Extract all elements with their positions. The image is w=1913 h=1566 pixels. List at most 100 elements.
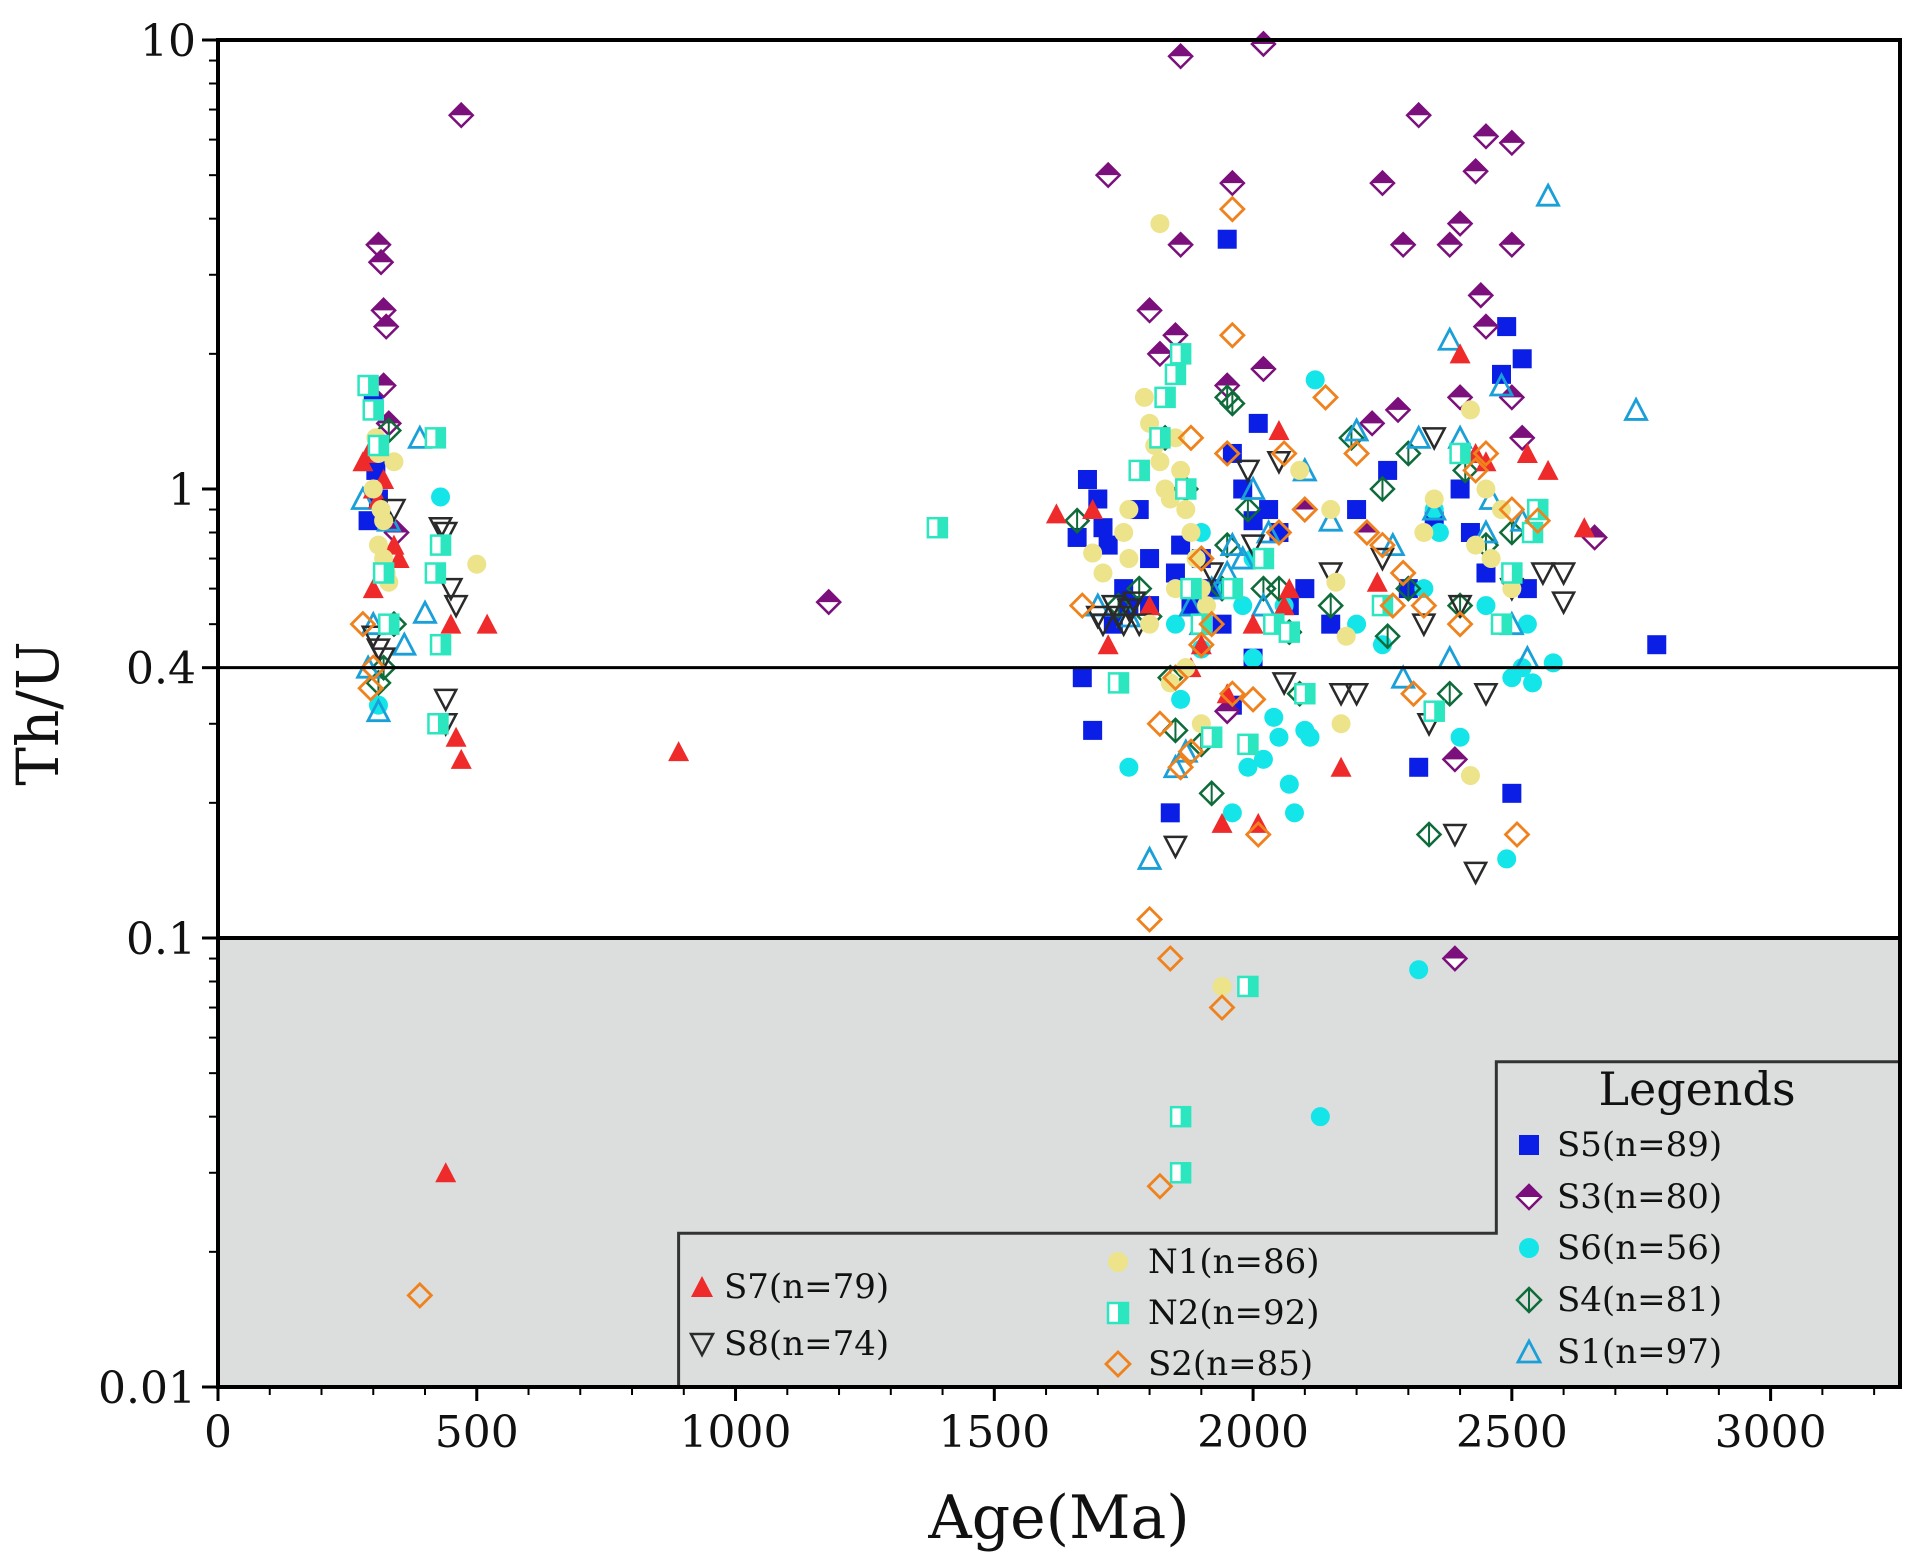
data-point [1116,598,1142,623]
data-point [1379,592,1407,620]
data-point [1498,384,1526,411]
data-point [1498,129,1526,157]
data-point [1405,424,1432,449]
data-point [450,748,472,769]
data-point [445,726,467,747]
legend-item: N1(n=86) [1108,1242,1320,1282]
legend-marker [1515,1337,1543,1364]
data-point [1265,519,1293,546]
data-point [1472,313,1500,340]
y-axis-title: Th/U [4,641,72,785]
plot-frame [216,38,1902,1389]
data-point [1321,614,1341,634]
data-point [1128,459,1150,482]
data-point [1114,523,1134,543]
data-point [1343,439,1371,467]
data-point [429,633,452,656]
data-point [1421,427,1447,452]
data-point [1501,562,1523,584]
data-point [435,1162,457,1183]
data-point [1368,531,1396,559]
data-point [1165,579,1185,599]
series-s8 [360,427,1577,886]
data-point [1164,363,1187,386]
x-tick-label: 0 [204,1407,232,1458]
data-point [1149,427,1171,449]
x-tick-label: 500 [435,1407,519,1458]
data-point [1119,500,1139,520]
legend-label: S6(n=56) [1557,1228,1722,1268]
y-tick-label: 1 [168,465,196,516]
data-point [1278,578,1300,599]
data-point [1090,613,1116,638]
data-point [1093,518,1113,538]
axis-ticks [202,38,1876,1401]
data-point [1269,727,1289,747]
data-point [1167,42,1194,70]
data-point [1490,613,1513,635]
data-point [1472,439,1500,467]
data-point [1098,535,1118,555]
data-point [1176,500,1196,520]
data-point [1498,496,1526,524]
legend-item: S1(n=97) [1515,1332,1722,1372]
data-point [1103,614,1123,634]
data-point [1347,500,1367,520]
series-s2 [349,195,1552,1309]
data-point [1200,726,1223,748]
data-point [367,434,390,457]
data-point [1045,503,1067,524]
data-point [1266,450,1292,475]
data-point [1240,534,1266,559]
data-point [1250,30,1277,58]
data-point [1171,460,1191,480]
data-point [1162,321,1189,349]
data-point [1328,682,1354,707]
data-point [1476,479,1496,499]
data-point [1389,231,1417,258]
data-point [1222,443,1242,463]
data-point [1239,685,1267,713]
data-point [1229,545,1256,570]
legend-marker [688,1332,716,1358]
data-point [1250,355,1277,383]
data-point [1523,673,1543,693]
data-point [1623,396,1649,421]
data-point [1208,994,1236,1022]
data-point [440,613,462,634]
data-point [1234,496,1262,523]
data-point [1160,489,1180,509]
data-point [1535,182,1561,207]
data-point [1441,945,1469,972]
data-point [1551,562,1577,587]
data-point [1077,469,1097,489]
legend-marker [1515,1183,1543,1211]
data-point [1473,519,1499,544]
data-point [1278,621,1301,643]
data-point [363,479,383,499]
data-point [1405,101,1432,129]
legend-marker [1515,1286,1543,1314]
legend-marker [1106,1301,1130,1325]
legend-item: S4(n=81) [1515,1280,1722,1320]
data-point [1384,396,1412,424]
data-point [1160,803,1180,823]
data-point [1476,563,1496,583]
data-point [467,554,487,574]
data-point [1177,424,1205,452]
data-point [1253,749,1273,769]
data-point [1369,475,1396,503]
legend-box-outline [677,1060,1900,1387]
legend: S5(n=89) S3(n=80) S6(n=56) S4(n=81) S1(n=97)… [688,1125,1722,1384]
data-point [1516,442,1538,463]
data-point [1082,499,1104,520]
data-point [1317,507,1344,532]
data-point [1441,746,1469,773]
data-point [1270,439,1298,467]
data-point [1305,370,1325,390]
data-point [1167,753,1195,781]
data-point [1140,549,1160,569]
data-point [1180,577,1202,600]
data-point [1235,459,1261,484]
